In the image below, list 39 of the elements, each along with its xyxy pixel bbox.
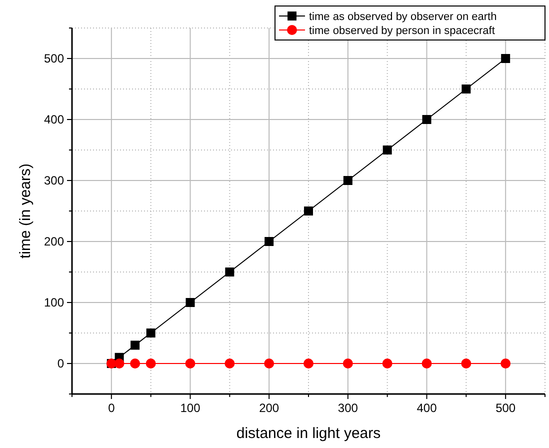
- point: [146, 328, 156, 338]
- point: [146, 358, 156, 368]
- point: [422, 115, 432, 124]
- point: [130, 340, 140, 350]
- x-tick-label: 400: [416, 401, 438, 415]
- point: [264, 237, 274, 246]
- point: [501, 54, 510, 63]
- point: [343, 176, 352, 185]
- x-tick-label: 300: [338, 401, 358, 415]
- legend-label: time observed by person in spacecraft: [309, 25, 495, 37]
- y-tick-label: 300: [44, 174, 64, 188]
- point: [130, 358, 140, 368]
- point: [304, 206, 313, 216]
- point: [225, 268, 234, 276]
- x-axis-title: distance in light years: [236, 425, 381, 442]
- point: [342, 358, 353, 368]
- point: [500, 358, 511, 368]
- point: [422, 358, 432, 368]
- point: [114, 358, 124, 368]
- y-tick-label: 100: [44, 296, 64, 310]
- x-tick-label: 100: [180, 401, 201, 415]
- point: [224, 358, 235, 368]
- point: [382, 146, 392, 154]
- point: [186, 298, 195, 307]
- legend-label: time as observed by observer on earth: [309, 11, 497, 23]
- point: [461, 358, 472, 368]
- y-tick-label: 200: [44, 234, 64, 248]
- x-tick-label: 200: [259, 401, 280, 415]
- y-tick-label: 400: [44, 112, 64, 126]
- x-tick-label: 500: [496, 401, 516, 415]
- point: [185, 358, 196, 368]
- point: [462, 84, 471, 94]
- point: [264, 358, 274, 368]
- y-axis-title: time (in years): [17, 163, 34, 259]
- point: [304, 358, 314, 368]
- x-tick-label: 0: [108, 401, 116, 415]
- point: [382, 358, 392, 368]
- y-tick-label: 0: [57, 356, 64, 370]
- y-tick-label: 500: [44, 52, 64, 66]
